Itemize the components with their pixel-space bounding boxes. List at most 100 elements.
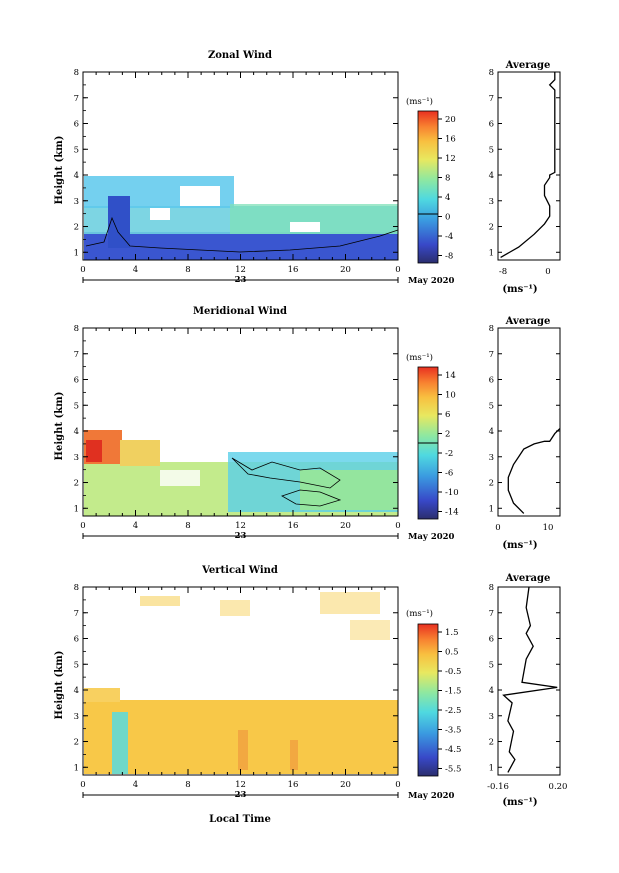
x-tick-label: 0: [395, 265, 400, 275]
avg-y-tick-label: 3: [489, 712, 494, 722]
date-label: 23: [235, 531, 247, 541]
avg-profile-line: [500, 72, 556, 258]
colorbar: [417, 623, 439, 777]
avg-xtick-right: 0: [545, 267, 550, 277]
x-tick-label: 4: [133, 780, 138, 790]
avg-x-label: (ms⁻¹): [502, 797, 537, 808]
colorbar-unit: (ms⁻¹): [406, 352, 433, 363]
y-tick-label: 5: [74, 401, 79, 411]
y-tick-label: 6: [74, 635, 79, 645]
colorbar-tick-label: -6: [445, 469, 453, 479]
y-ticks: 1 2 3 4 5 6 7 8: [74, 68, 398, 258]
colorbar-unit: (ms⁻¹): [406, 608, 433, 619]
field-upper-speckle-3: [320, 592, 380, 614]
zero-contour-lower: [281, 489, 342, 507]
colorbar-tick-label: -2: [445, 449, 453, 459]
colorbar-ticks: 14 10 6 2 -2 -6 -10 -14: [438, 371, 459, 518]
avg-y-tick-label: 4: [489, 686, 494, 696]
heatmap-field: [84, 176, 399, 260]
x-tick-label: 16: [288, 521, 299, 531]
colorbar-tick-label: -8: [445, 252, 453, 262]
y-tick-label: 6: [74, 376, 79, 386]
x-tick-label: 0: [80, 521, 85, 531]
avg-profile-line: [507, 427, 561, 514]
colorbar-tick-label: 14: [445, 371, 456, 381]
x-tick-label: 20: [340, 780, 351, 790]
y-axis-label: Height (km): [54, 392, 65, 461]
x-tick-label: 0: [80, 265, 85, 275]
colorbar-tick-label: 16: [445, 135, 456, 145]
avg-title: Average: [505, 60, 551, 71]
avg-y-tick-label: 1: [489, 504, 494, 514]
panel-title: Zonal Wind: [208, 50, 272, 61]
field-morning-cyan: [112, 712, 128, 774]
avg-xtick-left: -0.16: [487, 782, 509, 792]
x-tick-label: 16: [288, 265, 299, 275]
x-tick-label: 0: [395, 780, 400, 790]
colorbar: [417, 110, 439, 264]
avg-frame: [497, 71, 561, 261]
y-tick-label: 1: [74, 504, 79, 514]
field-orange-streak-1: [238, 730, 248, 770]
avg-y-tick-label: 5: [489, 660, 494, 670]
x-tick-label: 0: [80, 780, 85, 790]
gap-1: [180, 186, 220, 206]
zero-contour-upper: [231, 457, 341, 489]
x-tick-label: 0: [395, 521, 400, 531]
avg-xtick-left: 0: [495, 523, 500, 533]
colorbar-tick-label: 1.5: [445, 628, 459, 638]
field-morning-yellow: [120, 440, 160, 466]
avg-y-tick-label: 8: [489, 324, 494, 334]
y-tick-label: 4: [74, 427, 79, 437]
y-ticks: 1 2 3 4 5 6 7 8: [74, 324, 398, 514]
avg-y-tick-label: 8: [489, 583, 494, 593]
field-upper-speckle-1: [140, 596, 180, 606]
x-tick-label: 20: [340, 521, 351, 531]
gap-1: [160, 470, 200, 486]
avg-frame: [497, 586, 561, 776]
y-tick-label: 4: [74, 686, 79, 696]
y-tick-label: 7: [74, 94, 79, 104]
field-upper-speckle-2: [220, 600, 250, 616]
y-tick-label: 3: [74, 712, 79, 722]
avg-y-tick-label: 6: [489, 376, 494, 386]
y-tick-label: 8: [74, 324, 79, 334]
field-morning-patch: [108, 196, 130, 248]
y-tick-label: 5: [74, 145, 79, 155]
avg-xtick-right: 10: [543, 523, 554, 533]
avg-y-tick-label: 5: [489, 145, 494, 155]
x-tick-label: 12: [235, 780, 246, 790]
avg-y-tick-label: 3: [489, 453, 494, 463]
y-tick-label: 5: [74, 660, 79, 670]
date-label: 23: [235, 275, 247, 285]
field-afternoon-green: [300, 470, 398, 510]
colorbar-tick-label: 10: [445, 391, 456, 401]
y-axis-label: Height (km): [54, 136, 65, 205]
avg-y-tick-label: 4: [489, 427, 494, 437]
colorbar-tick-label: 0.5: [445, 648, 459, 658]
month-label: May 2020: [408, 532, 455, 542]
x-tick-label: 12: [235, 521, 246, 531]
colorbar-tick-label: 20: [445, 115, 456, 125]
date-label: 23: [235, 790, 247, 800]
colorbar-tick-label: 12: [445, 154, 456, 164]
avg-frame: [497, 327, 561, 517]
gap-2: [290, 222, 320, 232]
avg-y-tick-label: 2: [489, 223, 494, 233]
y-tick-label: 2: [74, 479, 79, 489]
colorbar-tick-label: -14: [445, 508, 459, 518]
avg-y-tick-label: 4: [489, 171, 494, 181]
x-ticks: 0 4 8 12 16 20 0 23 May 2020: [80, 328, 455, 542]
field-upper-speckle-4: [350, 620, 390, 640]
y-ticks: 1 2 3 4 5 6 7 8: [74, 583, 398, 773]
avg-xtick-left: -8: [499, 267, 507, 277]
colorbar-tick-label: 4: [445, 193, 450, 203]
month-label: May 2020: [408, 276, 455, 286]
x-tick-label: 20: [340, 265, 351, 275]
avg-y-ticks: 1 2 3 4 5 6 7 8: [489, 68, 560, 258]
avg-y-ticks: 1 2 3 4 5 6 7 8: [489, 583, 560, 773]
